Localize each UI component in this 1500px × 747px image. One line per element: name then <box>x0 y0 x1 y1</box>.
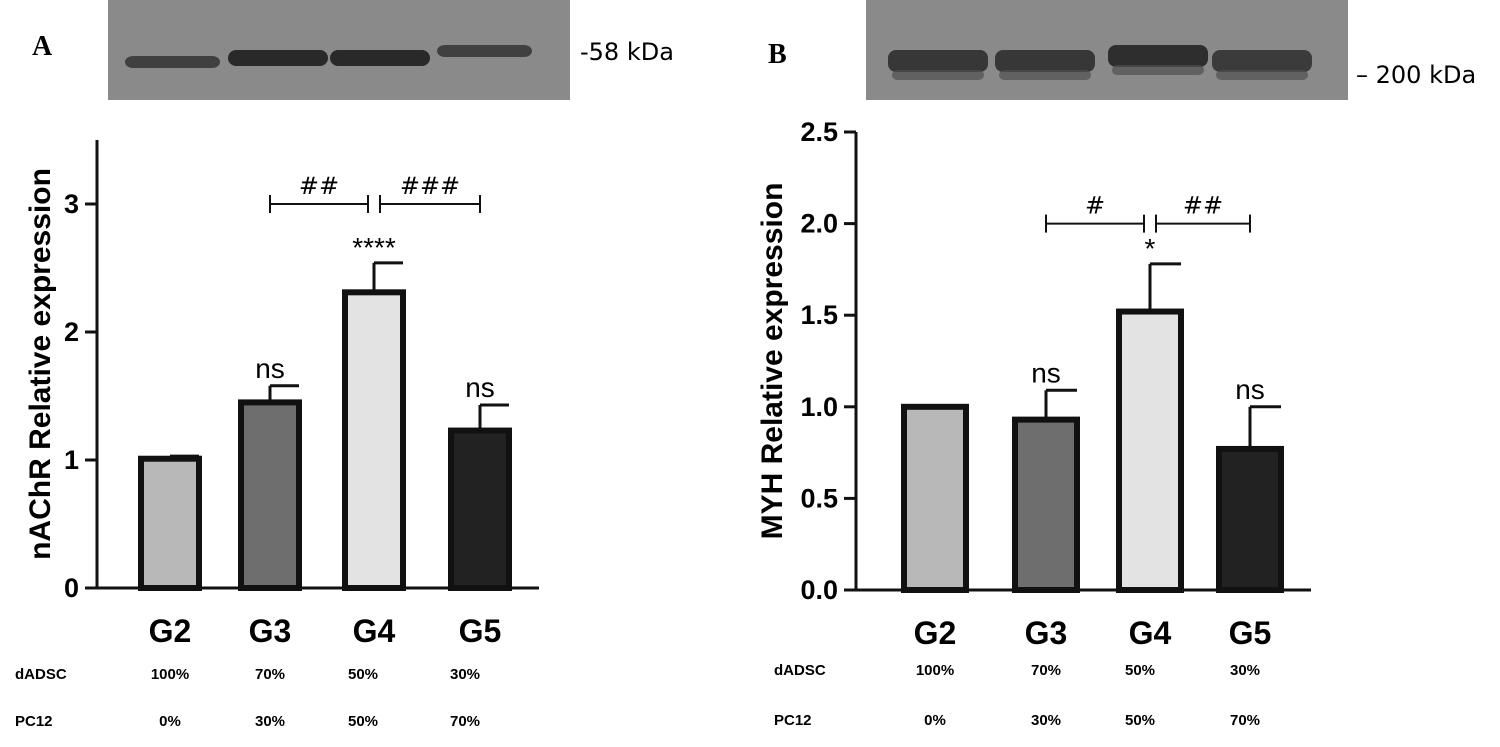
blot-band <box>999 70 1091 80</box>
table-cell: 0% <box>159 713 181 730</box>
y-tick-label: 2.5 <box>800 117 838 147</box>
table-row-header: dADSC <box>15 666 67 683</box>
bar <box>901 403 969 593</box>
bar <box>1216 445 1284 593</box>
category-label: G4 <box>353 613 396 649</box>
table-cell: 50% <box>1125 662 1155 679</box>
table-cell: 50% <box>1125 712 1155 729</box>
y-tick-label: 1.0 <box>800 392 838 422</box>
table-cell: 50% <box>348 666 378 683</box>
y-tick-label: 2 <box>64 317 79 347</box>
table-cell: 70% <box>1031 662 1061 679</box>
table-row-header: PC12 <box>774 712 812 729</box>
bar <box>138 455 202 591</box>
table-cell: 30% <box>450 666 480 683</box>
category-label: G2 <box>149 613 192 649</box>
blot-band <box>228 50 328 66</box>
blot-band <box>1108 45 1208 67</box>
significance-label: **** <box>352 232 396 263</box>
blot-band <box>125 56 220 68</box>
table-cell: 0% <box>924 712 946 729</box>
bar <box>1116 308 1184 593</box>
western-blot <box>108 0 570 100</box>
blot-band <box>995 50 1095 72</box>
category-label: G5 <box>1229 615 1272 651</box>
bar <box>342 289 406 591</box>
significance-label: ns <box>1235 374 1265 405</box>
comparison-label: # <box>1085 192 1105 220</box>
category-label: G4 <box>1129 615 1172 651</box>
y-tick-label: 0.5 <box>800 483 838 513</box>
panel-letter: B <box>768 39 787 70</box>
blot-band <box>1212 50 1312 72</box>
blot-label: – 200 kDa <box>1356 61 1476 89</box>
significance-label: ns <box>465 372 495 403</box>
panel-letter: A <box>32 31 53 62</box>
bar <box>238 399 302 591</box>
blot-band <box>437 45 532 57</box>
significance-label: ns <box>1031 357 1061 388</box>
category-label: G3 <box>249 613 292 649</box>
table-cell: 50% <box>348 713 378 730</box>
category-label: G3 <box>1025 615 1068 651</box>
blot-band <box>892 70 984 80</box>
table-cell: 70% <box>450 713 480 730</box>
table-cell: 100% <box>151 666 189 683</box>
blot-band <box>1112 65 1204 75</box>
table-cell: 70% <box>1230 712 1260 729</box>
y-axis-label: MYH Relative expression <box>756 183 789 540</box>
significance-label: * <box>1145 233 1156 264</box>
blot-band <box>888 50 988 72</box>
y-axis-label: nAChR Relative expression <box>24 168 57 560</box>
comparison-label: ## <box>1183 192 1223 220</box>
table-cell: 100% <box>916 662 954 679</box>
table-row-header: PC12 <box>15 713 53 730</box>
comparison-label: ## <box>299 172 339 200</box>
y-tick-label: 0.0 <box>800 575 838 605</box>
y-tick-label: 2.0 <box>800 209 838 239</box>
category-label: G5 <box>459 613 502 649</box>
y-tick-label: 0 <box>64 573 79 603</box>
comparison-label: ### <box>400 172 460 200</box>
panel-B: B – 200 kDa 0.0 0.5 1.0 1.5 2.0 2.5 MYH Relative… <box>756 0 1476 729</box>
bar <box>1012 416 1080 593</box>
bar <box>448 427 512 591</box>
table-cell: 30% <box>1230 662 1260 679</box>
y-tick-label: 1 <box>64 445 79 475</box>
blot-band <box>1216 70 1308 80</box>
blot-label: -58 kDa <box>580 38 674 66</box>
table-row-header: dADSC <box>774 662 826 679</box>
y-tick-label: 3 <box>64 189 79 219</box>
table-cell: 30% <box>255 713 285 730</box>
blot-band <box>330 50 430 66</box>
category-label: G2 <box>914 615 957 651</box>
western-blot <box>866 0 1348 100</box>
table-cell: 70% <box>255 666 285 683</box>
table-cell: 30% <box>1031 712 1061 729</box>
significance-label: ns <box>255 353 285 384</box>
y-tick-label: 1.5 <box>800 300 838 330</box>
